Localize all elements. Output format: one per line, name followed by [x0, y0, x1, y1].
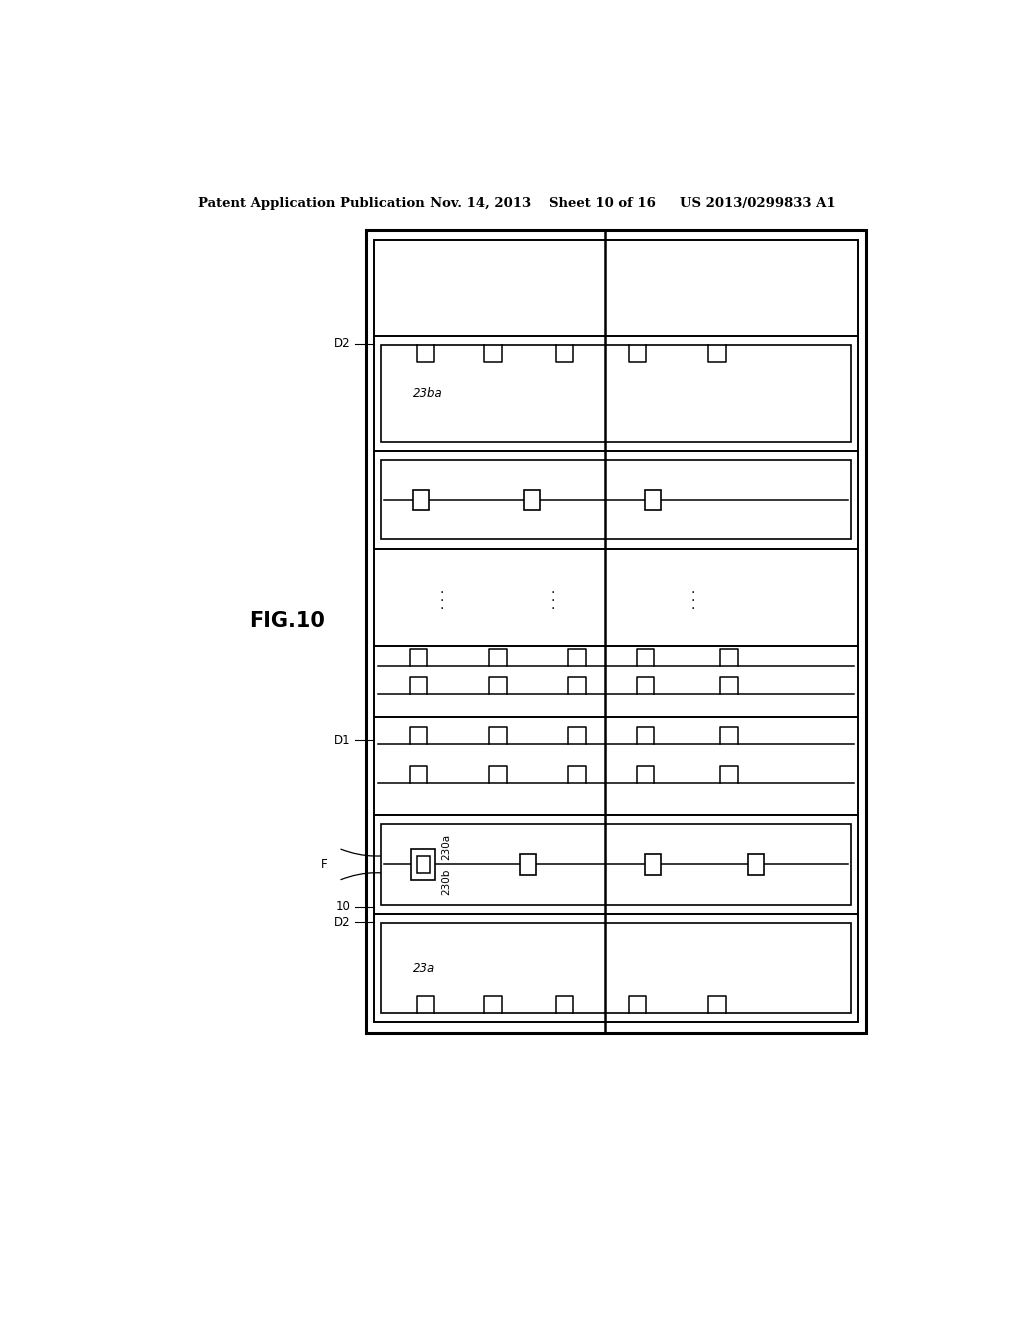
Text: .: .: [690, 590, 694, 605]
Bar: [520, 854, 536, 875]
Bar: [381, 345, 851, 442]
Text: FIG.10: FIG.10: [249, 611, 325, 631]
Bar: [374, 240, 858, 1022]
Bar: [417, 857, 430, 873]
Text: .: .: [550, 590, 555, 605]
Text: .: .: [439, 590, 443, 605]
Bar: [413, 490, 429, 510]
Text: .: .: [439, 582, 443, 597]
Bar: [524, 490, 540, 510]
Bar: [381, 461, 851, 540]
Text: Sheet 10 of 16: Sheet 10 of 16: [549, 197, 655, 210]
Text: .: .: [690, 598, 694, 612]
Text: .: .: [690, 582, 694, 597]
Bar: [748, 854, 764, 875]
Text: .: .: [439, 598, 443, 612]
Text: D2: D2: [334, 916, 350, 929]
Text: Nov. 14, 2013: Nov. 14, 2013: [430, 197, 530, 210]
Bar: [381, 824, 851, 906]
Bar: [645, 490, 660, 510]
Bar: [645, 854, 660, 875]
Text: 23ba: 23ba: [413, 387, 442, 400]
Text: 10: 10: [335, 900, 350, 913]
Text: US 2013/0299833 A1: US 2013/0299833 A1: [680, 197, 836, 210]
Text: .: .: [550, 598, 555, 612]
Bar: [412, 849, 435, 879]
Text: F: F: [322, 858, 328, 871]
Text: 230b: 230b: [441, 869, 452, 895]
Text: 230a: 230a: [441, 834, 452, 861]
Bar: [367, 230, 866, 1032]
Text: D1: D1: [334, 734, 350, 747]
Text: 23a: 23a: [413, 962, 435, 974]
Text: Patent Application Publication: Patent Application Publication: [198, 197, 425, 210]
Bar: [381, 923, 851, 1014]
Text: D2: D2: [334, 337, 350, 350]
Text: .: .: [550, 582, 555, 597]
